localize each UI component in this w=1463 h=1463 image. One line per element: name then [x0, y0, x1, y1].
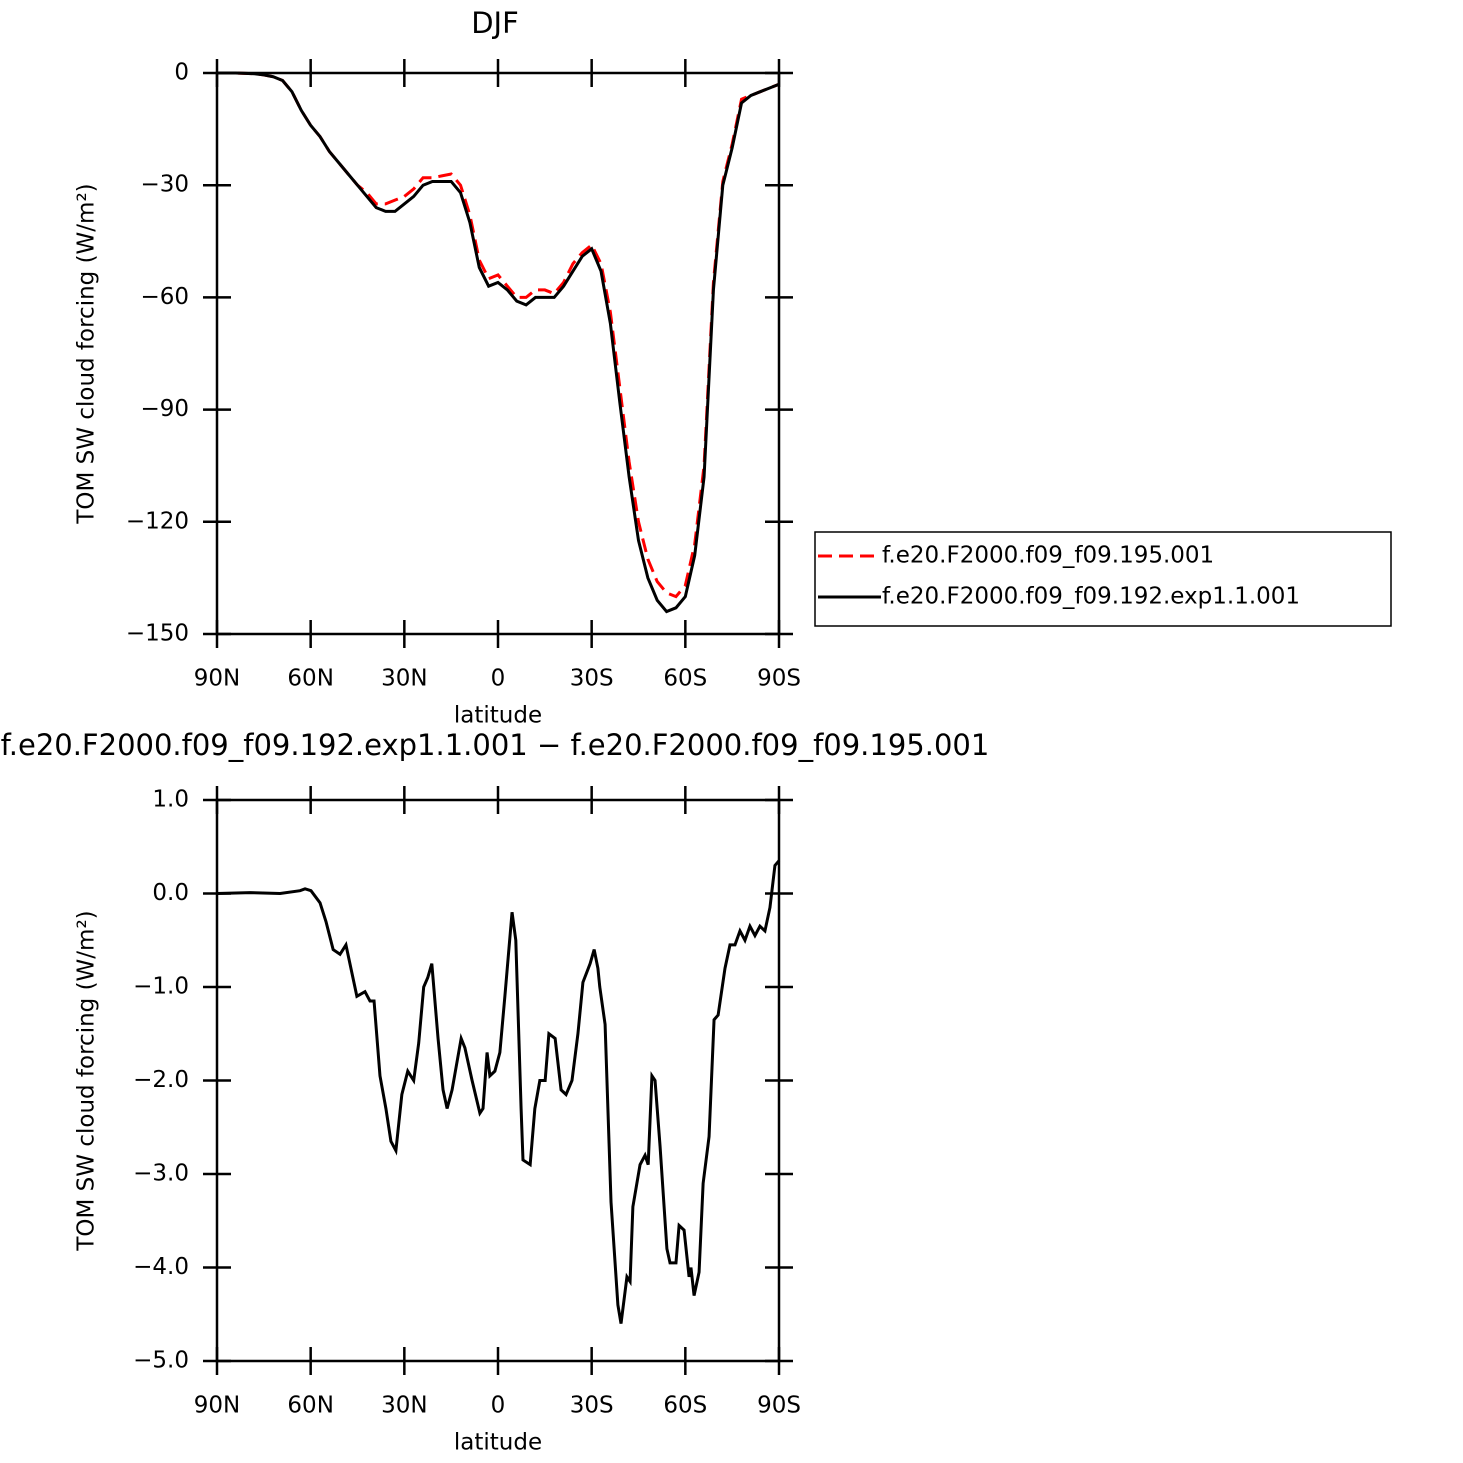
data-line [217, 71, 780, 614]
y-axis-label: TOM SW cloud forcing (W/m²) [74, 910, 100, 1251]
y-tick-label: −4.0 [133, 1254, 189, 1280]
x-tick-label: 90S [757, 1393, 801, 1419]
y-tick-label: −120 [126, 508, 189, 534]
x-tick-label: 60S [663, 1393, 707, 1419]
plot-frame [215, 798, 781, 1363]
legend-label: f.e20.F2000.f09_f09.195.001 [882, 543, 1214, 569]
y-tick-label: 0.0 [152, 880, 189, 906]
x-axis-label: latitude [454, 1430, 542, 1456]
x-axis-label: latitude [454, 703, 542, 729]
y-tick-label: 1.0 [152, 787, 189, 813]
y-tick-label: 0 [174, 60, 189, 86]
y-tick-label: −30 [140, 172, 189, 198]
y-tick-label: −60 [140, 284, 189, 310]
y-tick-label: −150 [126, 621, 189, 647]
data-line [216, 859, 781, 1324]
x-tick-label: 30N [381, 1393, 427, 1419]
y-tick-label: −2.0 [133, 1067, 189, 1093]
x-tick-label: 60S [663, 666, 707, 692]
x-tick-label: 0 [491, 1393, 506, 1419]
x-tick-label: 60N [287, 666, 333, 692]
x-tick-label: 90N [194, 666, 240, 692]
x-tick-label: 30N [381, 666, 427, 692]
y-tick-label: −5.0 [133, 1348, 189, 1374]
x-tick-label: 90N [194, 1393, 240, 1419]
x-tick-label: 60N [287, 1393, 333, 1419]
chart-title: DJF [471, 6, 519, 40]
y-tick-label: −90 [140, 396, 189, 422]
y-tick-label: −3.0 [133, 1161, 189, 1187]
x-tick-label: 30S [570, 666, 614, 692]
x-tick-label: 0 [491, 666, 506, 692]
plot-frame [215, 71, 781, 636]
chart-title: f.e20.F2000.f09_f09.192.exp1.1.001 − f.e… [1, 728, 990, 762]
y-tick-label: −1.0 [133, 974, 189, 1000]
x-tick-label: 90S [757, 666, 801, 692]
legend-label: f.e20.F2000.f09_f09.192.exp1.1.001 [882, 584, 1300, 610]
y-axis-label: TOM SW cloud forcing (W/m²) [74, 183, 100, 524]
legend-box [814, 531, 1392, 627]
data-line [217, 71, 780, 599]
x-tick-label: 30S [570, 1393, 614, 1419]
